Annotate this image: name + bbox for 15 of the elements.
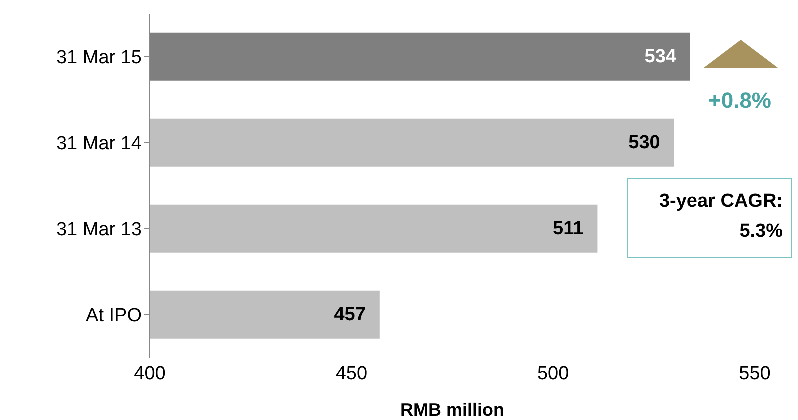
x-tick-label: 450 bbox=[336, 363, 368, 384]
data-label: 457 bbox=[334, 304, 366, 326]
x-tick-label: 500 bbox=[537, 363, 570, 384]
data-label: 530 bbox=[628, 132, 660, 154]
text-box: 3-year CAGR: 5.3% bbox=[627, 178, 792, 258]
x-axis-title: RMB million bbox=[400, 400, 504, 420]
x-tick-label: 400 bbox=[134, 363, 166, 384]
y-tick-label: 31 Mar 14 bbox=[56, 134, 142, 155]
y-tick-label: 31 Mar 15 bbox=[56, 48, 142, 69]
data-label: 534 bbox=[644, 46, 677, 68]
data-label: 511 bbox=[553, 218, 584, 240]
x-tick-label: 550 bbox=[739, 363, 771, 384]
y-tick-label: At IPO bbox=[86, 306, 142, 327]
annotation: +0.8% bbox=[708, 88, 772, 114]
y-tick-label: 31 Mar 13 bbox=[56, 220, 142, 241]
